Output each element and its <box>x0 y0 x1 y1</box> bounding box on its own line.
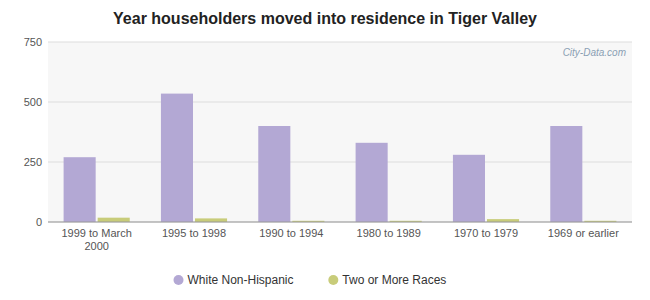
bar <box>550 126 582 222</box>
plot-background <box>48 42 632 222</box>
bar <box>258 126 290 222</box>
grid-line <box>48 42 632 43</box>
bar <box>195 218 227 222</box>
grid-line <box>48 222 632 223</box>
chart: Year householders moved into residence i… <box>0 0 650 300</box>
x-tick-label: 1990 to 1994 <box>259 227 323 239</box>
x-tick-label: 1969 or earlier <box>548 227 619 239</box>
bar <box>453 155 485 222</box>
y-tick-label: 250 <box>24 156 42 168</box>
legend: White Non-Hispanic Two or More Races <box>174 273 447 287</box>
y-tick-label: 0 <box>36 216 42 228</box>
bar <box>356 143 388 222</box>
x-tick-label: 1980 to 1989 <box>357 227 421 239</box>
annotation: City-Data.com <box>563 47 626 58</box>
legend-label: Two or More Races <box>342 273 446 287</box>
title: Year householders moved into residence i… <box>113 10 537 27</box>
grid-line <box>48 162 632 163</box>
y-tick-label: 500 <box>24 96 42 108</box>
x-tick-label: 1999 to March2000 <box>62 227 132 252</box>
x-tick-label: 1995 to 1998 <box>162 227 226 239</box>
bar <box>64 157 96 222</box>
bars <box>64 94 617 222</box>
grid-line <box>48 102 632 103</box>
legend-marker <box>174 275 184 285</box>
bar <box>161 94 193 222</box>
legend-label: White Non-Hispanic <box>188 273 294 287</box>
chart-container: Year householders moved into residence i… <box>0 0 650 300</box>
y-tick-label: 750 <box>24 36 42 48</box>
bar <box>98 218 130 222</box>
x-tick-label: 1970 to 1979 <box>454 227 518 239</box>
x-axis-line <box>48 222 632 223</box>
legend-marker <box>328 275 338 285</box>
